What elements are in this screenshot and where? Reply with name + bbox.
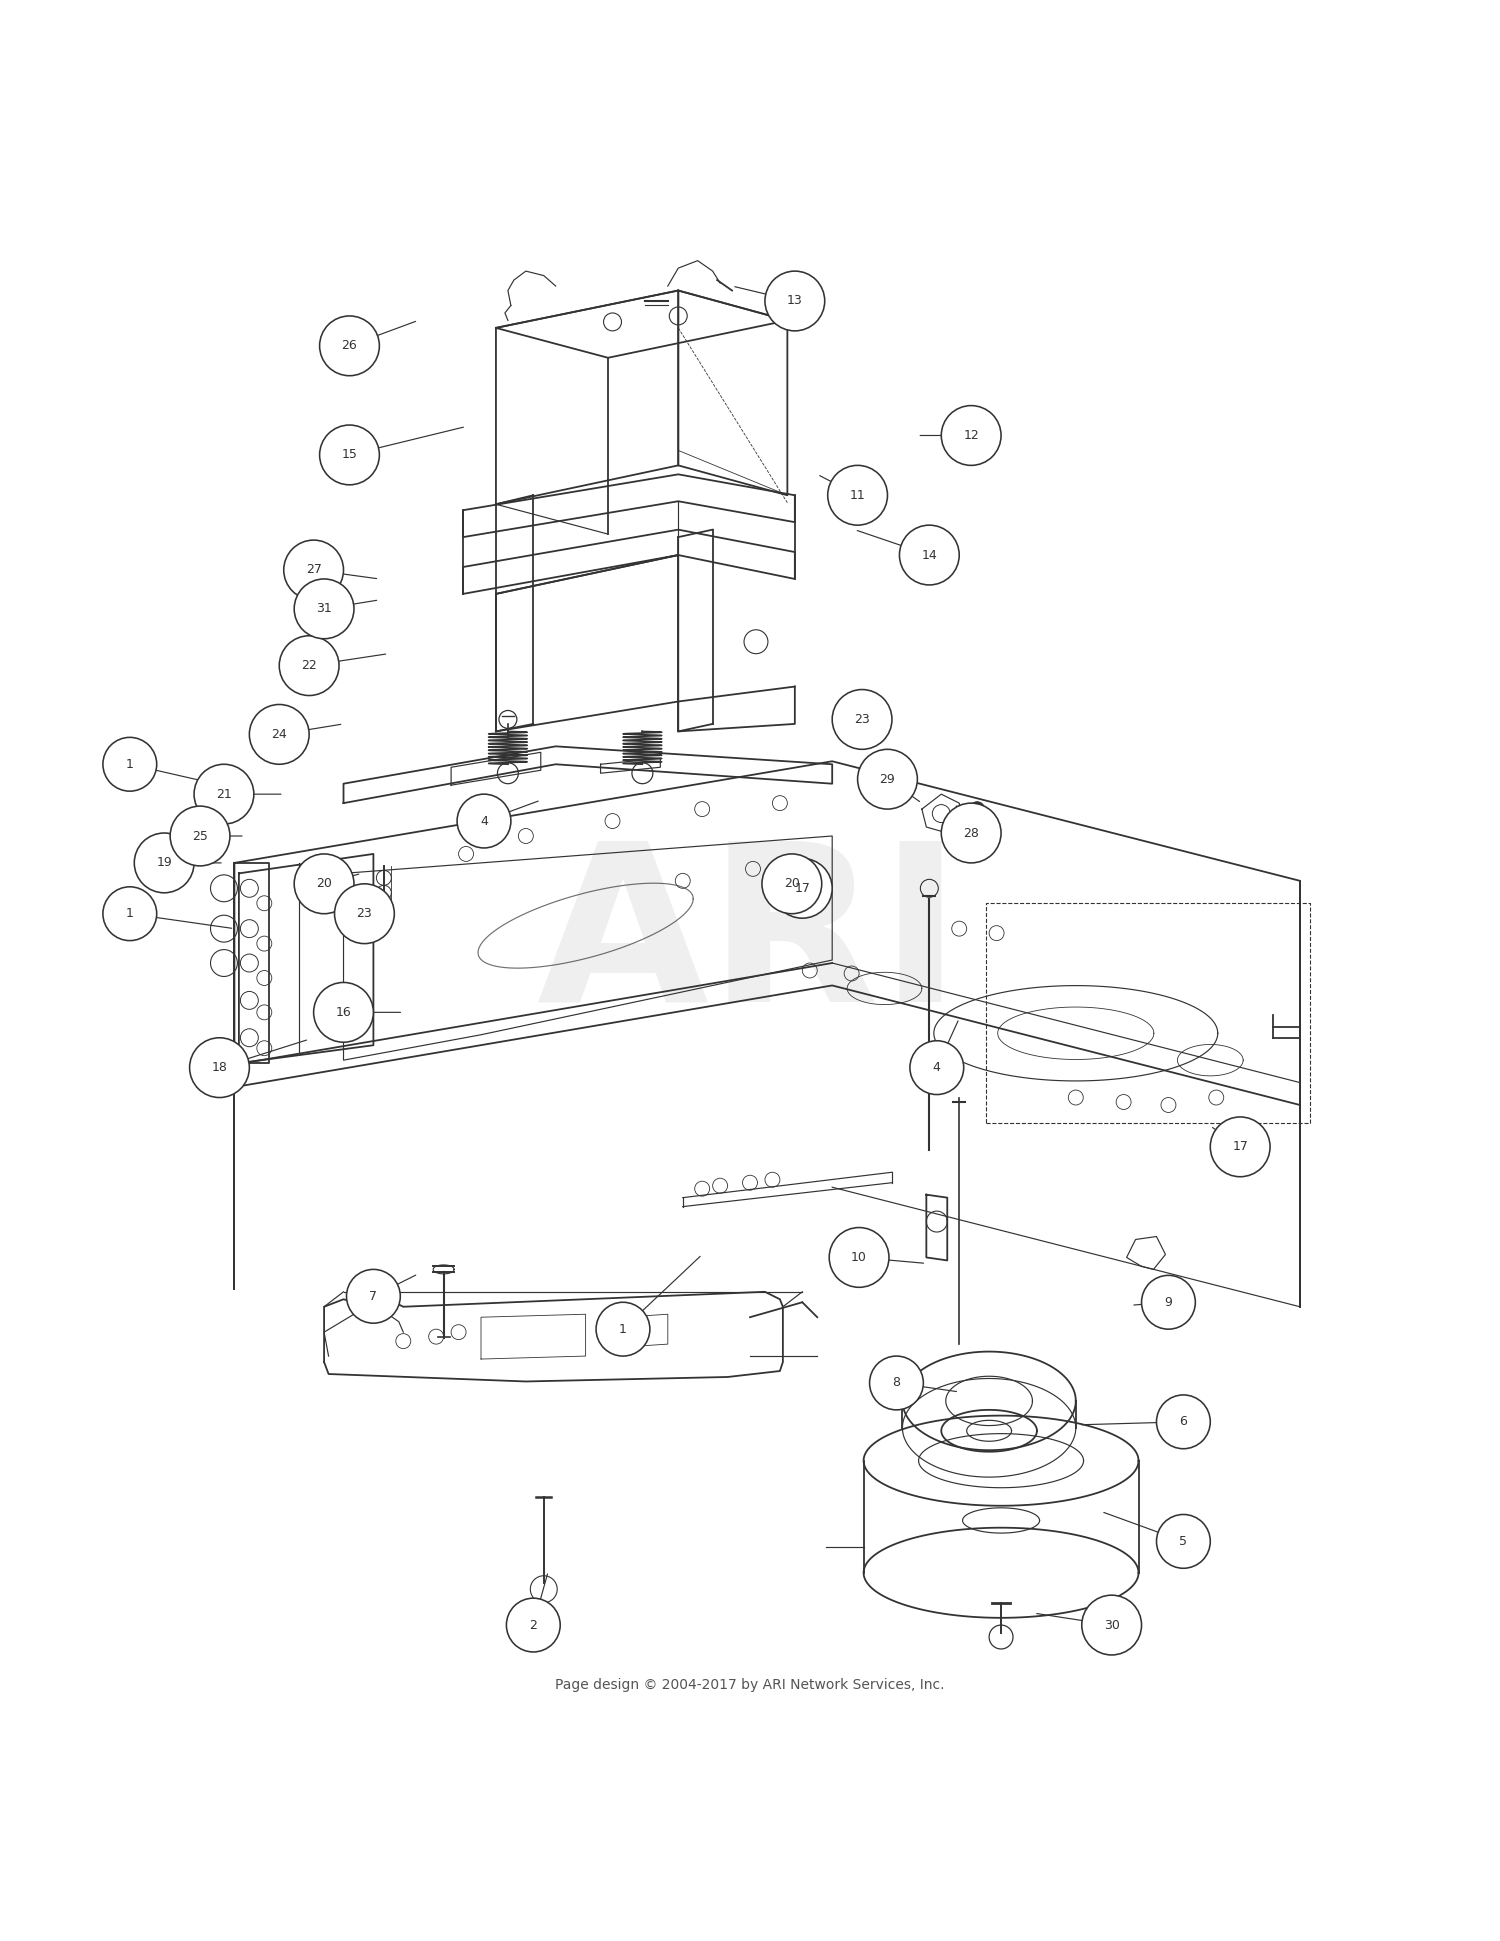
Circle shape: [104, 738, 156, 792]
Text: 13: 13: [788, 295, 802, 307]
Circle shape: [900, 526, 958, 584]
Text: 23: 23: [357, 906, 372, 920]
Text: 8: 8: [892, 1376, 900, 1390]
Text: 11: 11: [849, 489, 865, 503]
Circle shape: [249, 705, 309, 765]
Text: 2: 2: [530, 1619, 537, 1632]
Text: 16: 16: [336, 1005, 351, 1019]
Circle shape: [346, 1269, 400, 1324]
Text: 19: 19: [156, 856, 172, 870]
Text: 10: 10: [850, 1250, 867, 1264]
Circle shape: [320, 425, 380, 485]
Circle shape: [1142, 1275, 1196, 1330]
Circle shape: [334, 883, 394, 943]
Circle shape: [772, 858, 832, 918]
Text: 27: 27: [306, 563, 321, 576]
Text: 12: 12: [963, 429, 980, 443]
Text: 15: 15: [342, 448, 357, 462]
Text: 9: 9: [1164, 1297, 1173, 1308]
Circle shape: [320, 316, 380, 377]
Circle shape: [294, 578, 354, 639]
Text: 17: 17: [795, 881, 810, 895]
Text: 1: 1: [126, 906, 134, 920]
Circle shape: [294, 854, 354, 914]
Text: 1: 1: [126, 757, 134, 771]
Circle shape: [507, 1597, 560, 1652]
Circle shape: [762, 854, 822, 914]
Text: 1: 1: [620, 1322, 627, 1335]
Circle shape: [942, 406, 1000, 466]
Circle shape: [833, 689, 892, 749]
Circle shape: [135, 833, 194, 893]
Text: 6: 6: [1179, 1415, 1188, 1429]
Circle shape: [1156, 1514, 1210, 1568]
Text: 28: 28: [963, 827, 980, 840]
Circle shape: [104, 887, 156, 941]
Text: 31: 31: [316, 602, 332, 615]
Text: 14: 14: [921, 549, 938, 561]
Text: 20: 20: [784, 877, 800, 891]
Text: 25: 25: [192, 829, 208, 842]
Circle shape: [830, 1227, 890, 1287]
Text: ARI: ARI: [537, 833, 963, 1048]
Text: 4: 4: [933, 1062, 940, 1073]
Text: 26: 26: [342, 340, 357, 353]
Circle shape: [596, 1302, 650, 1357]
Text: Page design © 2004-2017 by ARI Network Services, Inc.: Page design © 2004-2017 by ARI Network S…: [555, 1677, 945, 1693]
Text: 7: 7: [369, 1289, 378, 1302]
Circle shape: [870, 1357, 924, 1409]
Circle shape: [314, 982, 374, 1042]
Circle shape: [969, 802, 984, 817]
Circle shape: [170, 806, 230, 866]
Circle shape: [279, 637, 339, 695]
Text: 24: 24: [272, 728, 286, 741]
Circle shape: [765, 272, 825, 330]
Circle shape: [1210, 1116, 1270, 1176]
Circle shape: [458, 794, 512, 848]
Text: 22: 22: [302, 660, 316, 672]
Text: 21: 21: [216, 788, 232, 800]
Circle shape: [828, 466, 888, 526]
Circle shape: [858, 749, 918, 809]
Circle shape: [189, 1038, 249, 1097]
Circle shape: [942, 804, 1000, 864]
Circle shape: [194, 765, 254, 825]
Text: 23: 23: [853, 712, 870, 726]
Circle shape: [284, 540, 344, 600]
Text: 20: 20: [316, 877, 332, 891]
Text: 17: 17: [1232, 1141, 1248, 1153]
Text: 29: 29: [879, 773, 896, 786]
Text: 18: 18: [211, 1062, 228, 1073]
Text: 30: 30: [1104, 1619, 1119, 1632]
Circle shape: [910, 1040, 963, 1095]
Text: 4: 4: [480, 815, 488, 827]
Ellipse shape: [433, 1266, 454, 1273]
Text: 5: 5: [1179, 1535, 1188, 1547]
Circle shape: [1082, 1596, 1142, 1656]
Circle shape: [969, 819, 984, 835]
Circle shape: [1156, 1396, 1210, 1448]
